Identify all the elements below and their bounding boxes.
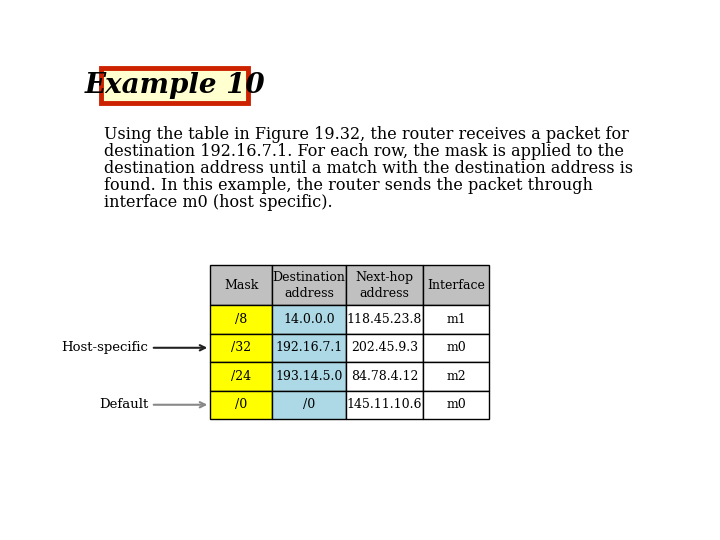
Text: /32: /32 xyxy=(231,341,251,354)
Text: /0: /0 xyxy=(303,399,315,411)
Text: Mask: Mask xyxy=(224,279,258,292)
Bar xyxy=(272,362,346,390)
Text: Example 10: Example 10 xyxy=(84,72,265,99)
Bar xyxy=(346,362,423,390)
Text: found. In this example, the router sends the packet through: found. In this example, the router sends… xyxy=(104,177,593,194)
Bar xyxy=(210,305,272,334)
Text: 202.45.9.3: 202.45.9.3 xyxy=(351,341,418,354)
Text: /24: /24 xyxy=(231,370,251,383)
Text: Next-hop
address: Next-hop address xyxy=(356,271,413,300)
Bar xyxy=(346,334,423,362)
Text: Default: Default xyxy=(99,399,205,411)
Text: destination address until a match with the destination address is: destination address until a match with t… xyxy=(104,160,633,177)
Bar xyxy=(272,265,346,305)
Text: 118.45.23.8: 118.45.23.8 xyxy=(347,313,422,326)
Text: 84.78.4.12: 84.78.4.12 xyxy=(351,370,418,383)
Bar xyxy=(423,305,489,334)
Text: /0: /0 xyxy=(235,399,247,411)
Text: 14.0.0.0: 14.0.0.0 xyxy=(283,313,335,326)
Bar xyxy=(272,390,346,419)
Bar xyxy=(346,265,423,305)
Text: Interface: Interface xyxy=(427,279,485,292)
Text: m0: m0 xyxy=(446,341,466,354)
Bar xyxy=(101,68,248,103)
Bar xyxy=(210,362,272,390)
Bar xyxy=(272,305,346,334)
Bar xyxy=(272,334,346,362)
Bar xyxy=(423,390,489,419)
Bar xyxy=(210,390,272,419)
Text: Host-specific: Host-specific xyxy=(61,341,205,354)
Text: 193.14.5.0: 193.14.5.0 xyxy=(275,370,343,383)
Text: 145.11.10.6: 145.11.10.6 xyxy=(347,399,422,411)
Text: m2: m2 xyxy=(446,370,466,383)
Bar xyxy=(346,390,423,419)
Text: 192.16.7.1: 192.16.7.1 xyxy=(275,341,343,354)
Text: Destination
address: Destination address xyxy=(272,271,346,300)
Text: interface m0 (host specific).: interface m0 (host specific). xyxy=(104,194,333,211)
Text: destination 192.16.7.1. For each row, the mask is applied to the: destination 192.16.7.1. For each row, th… xyxy=(104,143,624,160)
Bar xyxy=(346,305,423,334)
Text: /8: /8 xyxy=(235,313,247,326)
Bar xyxy=(423,265,489,305)
Bar xyxy=(210,265,272,305)
Text: Using the table in Figure 19.32, the router receives a packet for: Using the table in Figure 19.32, the rou… xyxy=(104,126,629,144)
Text: m0: m0 xyxy=(446,399,466,411)
Bar xyxy=(423,334,489,362)
Text: m1: m1 xyxy=(446,313,466,326)
Bar xyxy=(210,334,272,362)
Bar xyxy=(423,362,489,390)
